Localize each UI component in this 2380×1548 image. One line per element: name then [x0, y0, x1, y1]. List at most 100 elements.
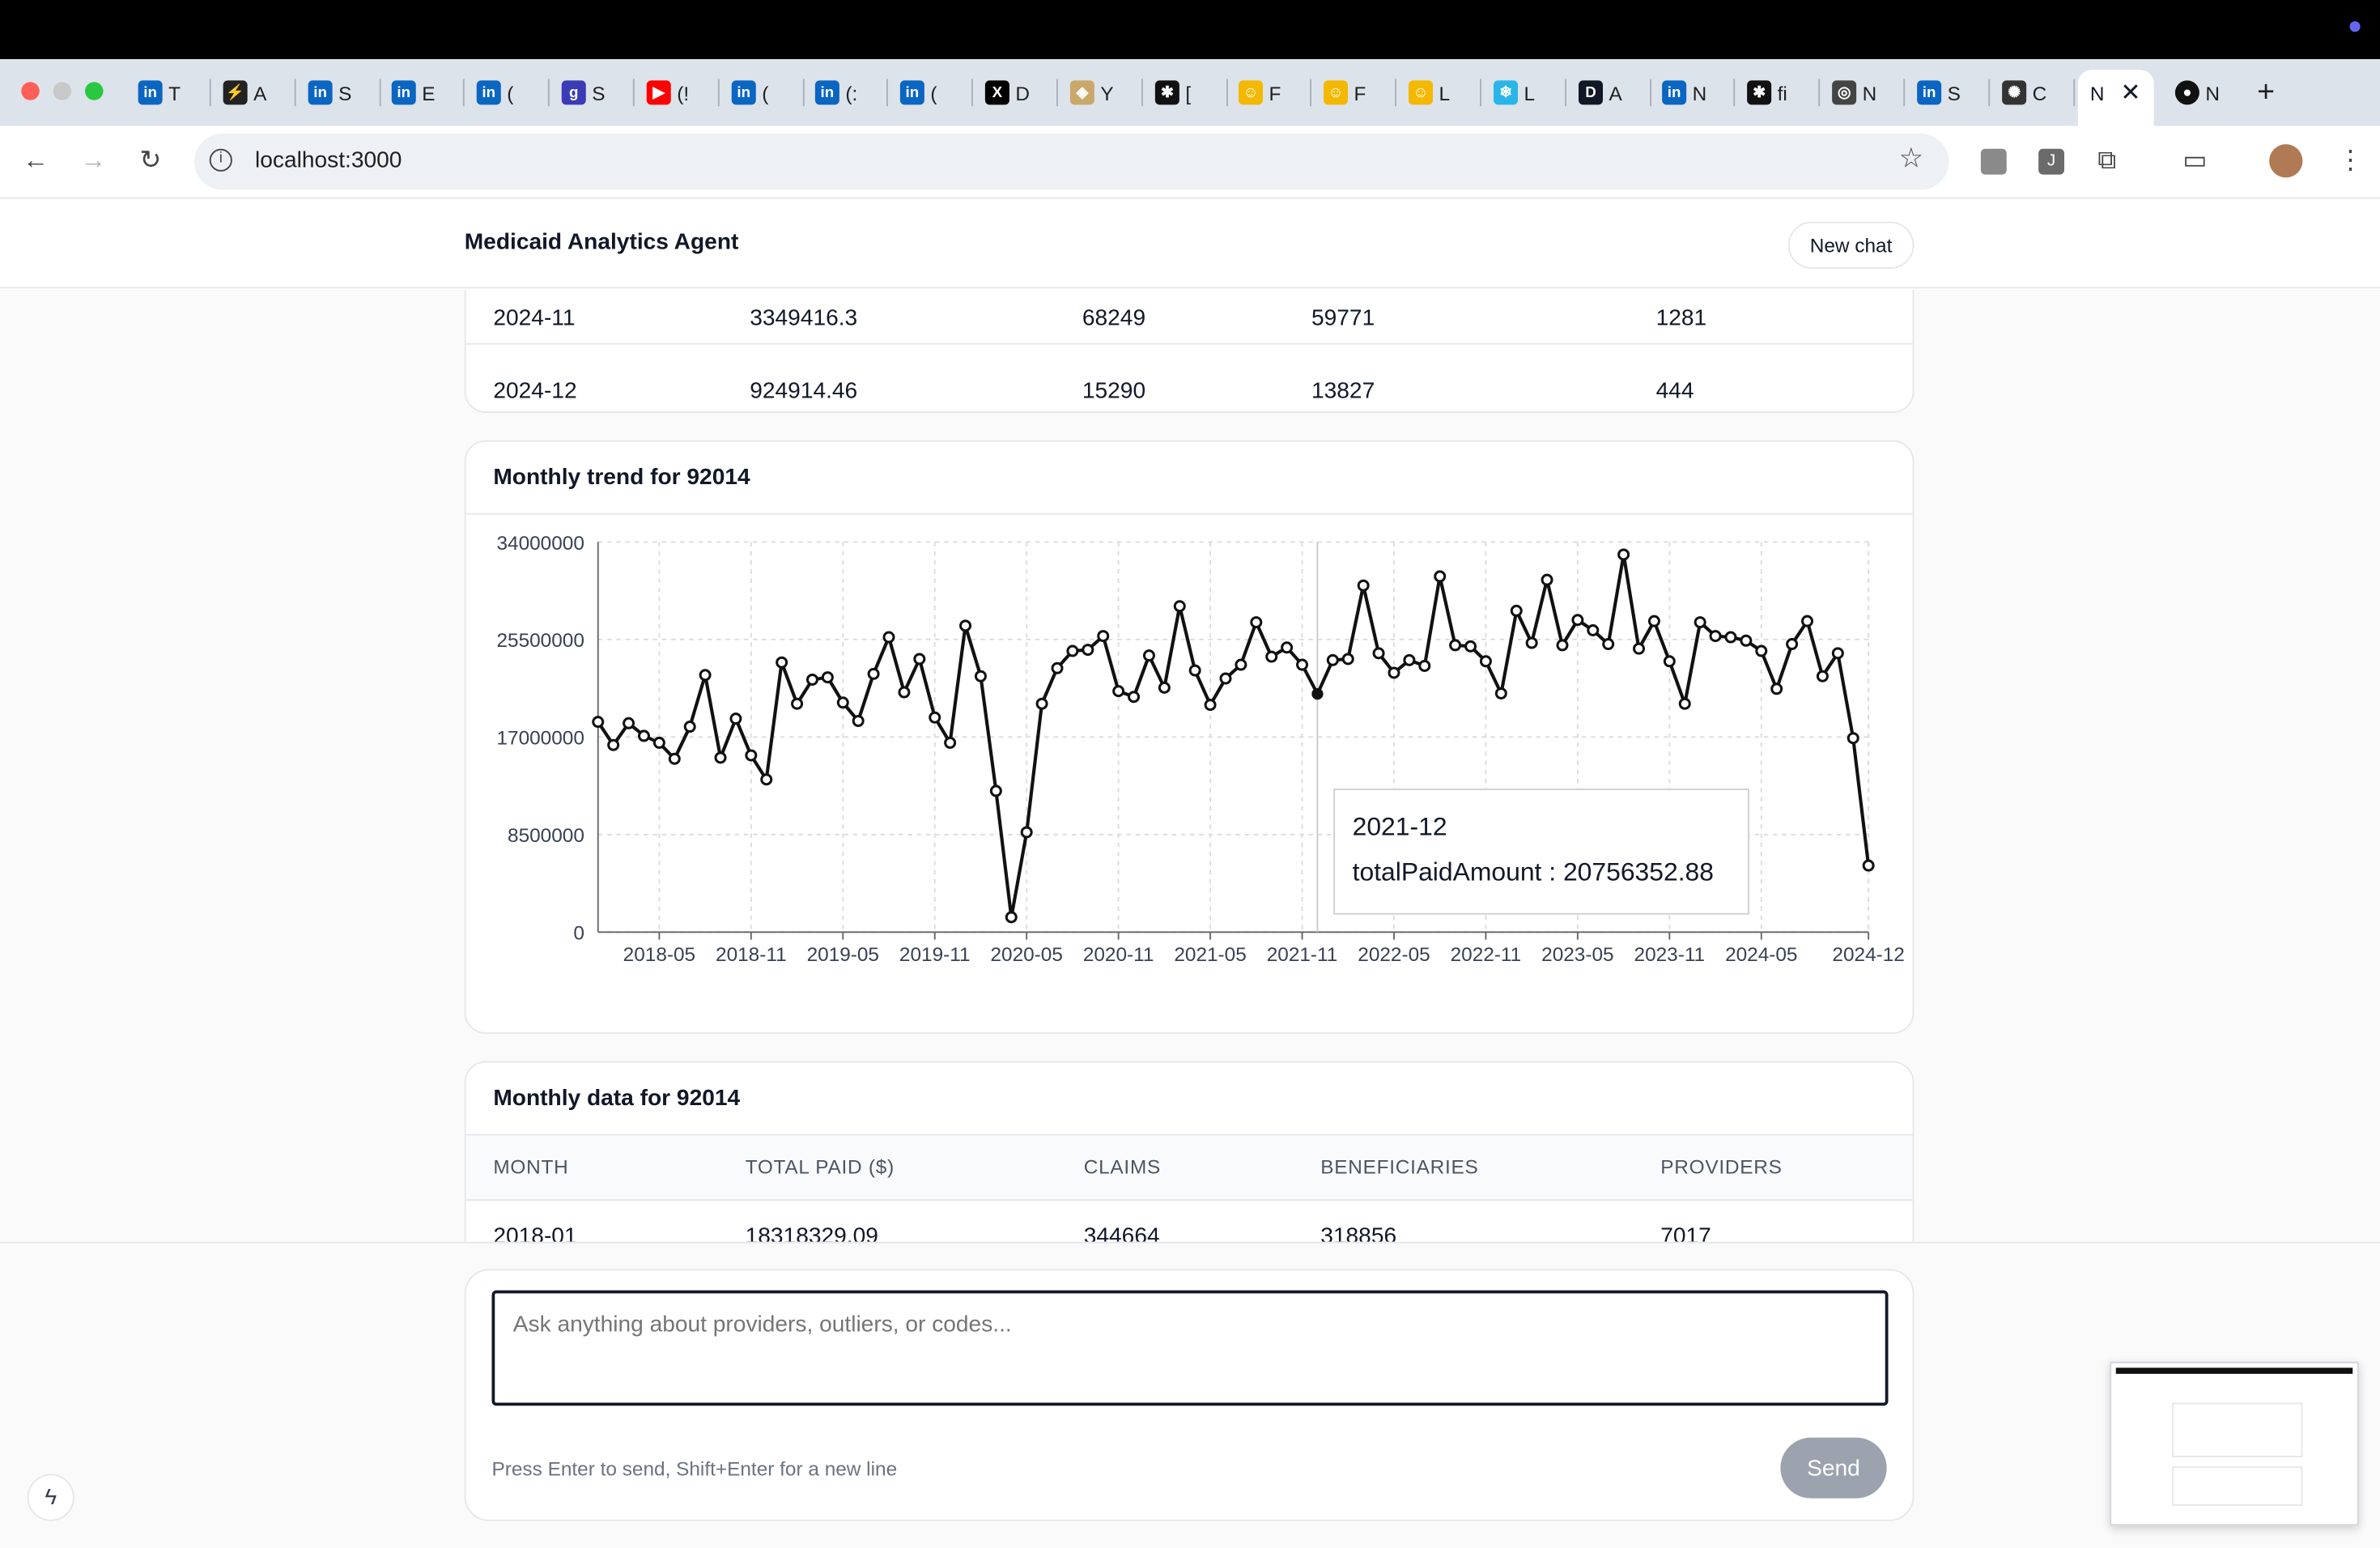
data-point[interactable] — [1188, 664, 1201, 677]
reload-icon[interactable]: ↻ — [139, 146, 162, 175]
data-point[interactable] — [1265, 650, 1278, 663]
tab-4[interactable]: in ( — [476, 71, 513, 114]
tab-13[interactable]: ☺ F — [1239, 71, 1281, 114]
data-point[interactable] — [1449, 639, 1462, 652]
data-point[interactable] — [1326, 653, 1339, 666]
data-point[interactable] — [760, 773, 773, 786]
tab-search-icon[interactable]: ▭ — [2182, 146, 2208, 175]
avatar[interactable] — [2269, 144, 2303, 178]
data-point[interactable] — [1831, 647, 1844, 660]
data-point[interactable] — [1219, 672, 1232, 685]
data-point[interactable] — [852, 714, 865, 727]
data-point[interactable] — [1403, 653, 1416, 666]
new-tab-button[interactable]: + — [2257, 71, 2275, 114]
data-point[interactable] — [882, 631, 895, 644]
bookmark-star-icon[interactable]: ☆ — [1898, 142, 1923, 173]
tab-21[interactable]: in S — [1917, 71, 1961, 114]
data-point[interactable] — [1357, 579, 1370, 592]
url-text[interactable]: localhost:3000 — [255, 147, 402, 173]
data-point[interactable] — [1740, 634, 1753, 647]
data-point[interactable] — [1862, 859, 1875, 872]
data-point[interactable] — [1464, 640, 1477, 653]
puzzle-icon[interactable]: ⧉ — [2097, 146, 2117, 175]
data-point[interactable] — [1571, 614, 1584, 627]
back-icon[interactable]: ← — [23, 146, 49, 175]
tab-18[interactable]: in N — [1662, 71, 1706, 114]
tab-3[interactable]: in E — [391, 71, 436, 114]
data-point[interactable] — [1770, 683, 1783, 695]
data-point[interactable] — [1311, 687, 1324, 700]
data-point[interactable] — [1633, 642, 1646, 655]
data-point[interactable] — [821, 671, 834, 684]
tab-19[interactable]: ✱ fi — [1747, 71, 1787, 114]
data-point[interactable] — [1663, 655, 1676, 668]
data-point[interactable] — [1755, 644, 1768, 657]
data-point[interactable] — [1005, 911, 1018, 924]
data-point[interactable] — [776, 656, 788, 669]
data-point[interactable] — [974, 670, 987, 683]
data-point[interactable] — [1250, 616, 1263, 629]
data-point[interactable] — [1142, 649, 1155, 662]
data-point[interactable] — [1494, 687, 1507, 700]
active-tab[interactable]: N ✕ — [2077, 70, 2154, 126]
data-point[interactable] — [1800, 615, 1813, 627]
data-point[interactable] — [1556, 639, 1569, 652]
close-tab-icon[interactable]: ✕ — [2120, 80, 2141, 107]
data-point[interactable] — [1066, 644, 1079, 657]
data-point[interactable] — [745, 749, 758, 762]
data-point[interactable] — [699, 669, 712, 682]
devtools-bolt-icon[interactable]: ϟ — [27, 1474, 74, 1521]
send-button[interactable]: Send — [1780, 1437, 1887, 1499]
data-point[interactable] — [668, 752, 681, 765]
data-point[interactable] — [592, 716, 605, 729]
screenshot-preview-thumbnail[interactable] — [2110, 1361, 2359, 1526]
data-point[interactable] — [1647, 615, 1660, 627]
data-point[interactable] — [1724, 631, 1737, 644]
data-point[interactable] — [1204, 699, 1217, 712]
data-point[interactable] — [1434, 570, 1447, 583]
data-point[interactable] — [929, 711, 941, 724]
data-point[interactable] — [1112, 685, 1125, 698]
data-point[interactable] — [1235, 658, 1247, 671]
data-point[interactable] — [1035, 697, 1048, 710]
extension-j-icon[interactable]: J — [2038, 148, 2064, 175]
data-point[interactable] — [1051, 661, 1064, 674]
menu-icon[interactable]: ⋮ — [2337, 146, 2364, 175]
data-point[interactable] — [1020, 826, 1033, 839]
data-point[interactable] — [714, 751, 727, 764]
data-point[interactable] — [1847, 732, 1859, 745]
data-point[interactable] — [1128, 691, 1141, 704]
data-point[interactable] — [729, 712, 742, 725]
tab-7[interactable]: in ( — [731, 71, 768, 114]
data-point[interactable] — [1709, 630, 1722, 643]
tab-0[interactable]: in T — [138, 71, 181, 114]
data-point[interactable] — [989, 785, 1002, 797]
data-point[interactable] — [623, 717, 635, 729]
tab-16[interactable]: ❄ L — [1494, 71, 1535, 114]
data-point[interactable] — [791, 697, 804, 710]
data-point[interactable] — [1341, 653, 1354, 666]
data-point[interactable] — [652, 736, 665, 749]
tab-11[interactable]: ◈ Y — [1069, 71, 1114, 114]
extension-icon[interactable] — [1980, 148, 2007, 175]
data-point[interactable] — [1158, 681, 1171, 694]
data-point[interactable] — [637, 729, 650, 742]
tab-22[interactable]: ✺ C — [2002, 71, 2046, 114]
data-point[interactable] — [1082, 644, 1094, 657]
data-point[interactable] — [1587, 624, 1600, 637]
forward-icon[interactable]: → — [80, 146, 107, 175]
data-point[interactable] — [1525, 636, 1538, 649]
data-point[interactable] — [1097, 630, 1110, 643]
data-point[interactable] — [1602, 638, 1615, 651]
maximize-window-button[interactable] — [85, 82, 104, 100]
tab-20[interactable]: ◎ N — [1832, 71, 1876, 114]
data-point[interactable] — [1388, 666, 1400, 679]
data-point[interactable] — [836, 696, 849, 709]
data-point[interactable] — [959, 619, 972, 632]
data-point[interactable] — [944, 736, 957, 749]
address-bar[interactable]: i localhost:3000 ☆ — [194, 134, 1949, 190]
new-chat-button[interactable]: New chat — [1787, 221, 1915, 269]
data-point[interactable] — [1372, 647, 1385, 660]
data-point[interactable] — [607, 738, 620, 751]
